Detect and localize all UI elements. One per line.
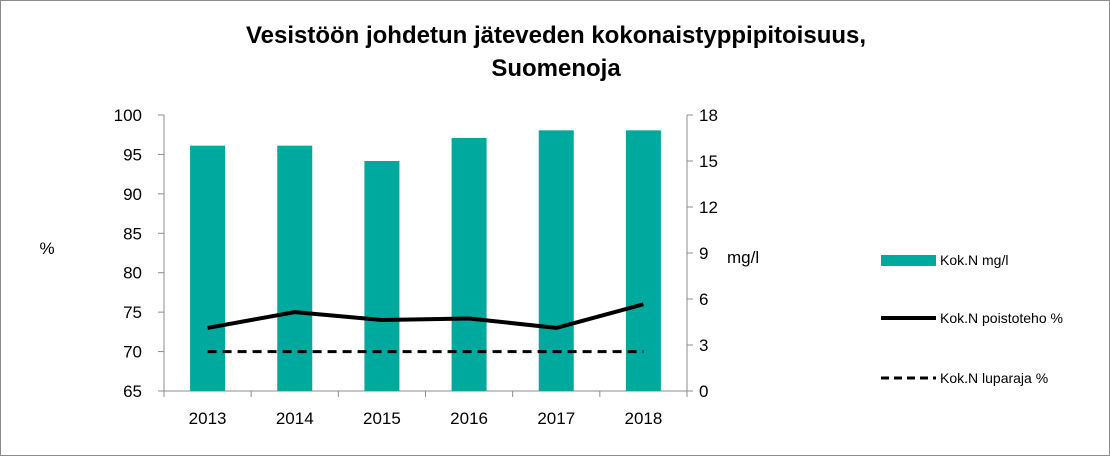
x-axis-tick-label: 2016	[450, 409, 488, 428]
bar-kok-n-mg-l	[364, 161, 400, 391]
bar-kok-n-mg-l	[190, 145, 226, 391]
left-axis-tick-label: 95	[123, 145, 142, 164]
right-axis-tick-label: 12	[699, 198, 718, 217]
legend-kok-n-mg-l-label: Kok.N mg/l	[940, 252, 1008, 268]
legend-kok-n-luparaja-label: Kok.N luparaja %	[940, 370, 1048, 386]
line-kok-n-poistoteho	[207, 302, 644, 330]
left-axis-label: %	[39, 239, 54, 258]
right-axis-tick-label: 3	[699, 336, 708, 355]
left-axis-tick-label: 100	[114, 106, 142, 125]
left-axis-tick-label: 65	[123, 382, 142, 401]
x-axis-tick-label: 2018	[625, 409, 663, 428]
x-axis-tick-label: 2017	[537, 409, 575, 428]
legend-kok-n-mg-l-swatch	[881, 255, 936, 266]
x-axis-tick-label: 2014	[276, 409, 314, 428]
chart-title-line-1: Vesistöön johdetun jäteveden kokonaistyp…	[245, 22, 867, 49]
chart-title: Vesistöön johdetun jäteveden kokonaistyp…	[1, 19, 1110, 85]
left-axis-tick-label: 80	[123, 264, 142, 283]
x-axis-tick-label: 2015	[363, 409, 401, 428]
left-axis-tick-label: 75	[123, 303, 142, 322]
right-axis-tick-label: 18	[699, 106, 718, 125]
right-axis-tick-label: 6	[699, 290, 708, 309]
bar-kok-n-mg-l	[538, 130, 574, 392]
legend-kok-n-poistoteho-label: Kok.N poistoteho %	[940, 310, 1063, 326]
right-axis-label: mg/l	[727, 248, 759, 267]
right-axis-tick-label: 9	[699, 244, 708, 263]
x-axis-tick-label: 2013	[189, 409, 227, 428]
left-axis-tick-label: 85	[123, 224, 142, 243]
left-axis-tick-label: 90	[123, 185, 142, 204]
bar-kok-n-mg-l	[451, 138, 487, 391]
right-axis-tick-label: 0	[699, 382, 708, 401]
chart-title-line-2: Suomenoja	[491, 55, 621, 82]
right-axis-tick-label: 15	[699, 152, 718, 171]
bar-kok-n-mg-l	[625, 130, 661, 392]
left-axis-tick-label: 70	[123, 343, 142, 362]
bar-kok-n-mg-l	[277, 145, 313, 391]
